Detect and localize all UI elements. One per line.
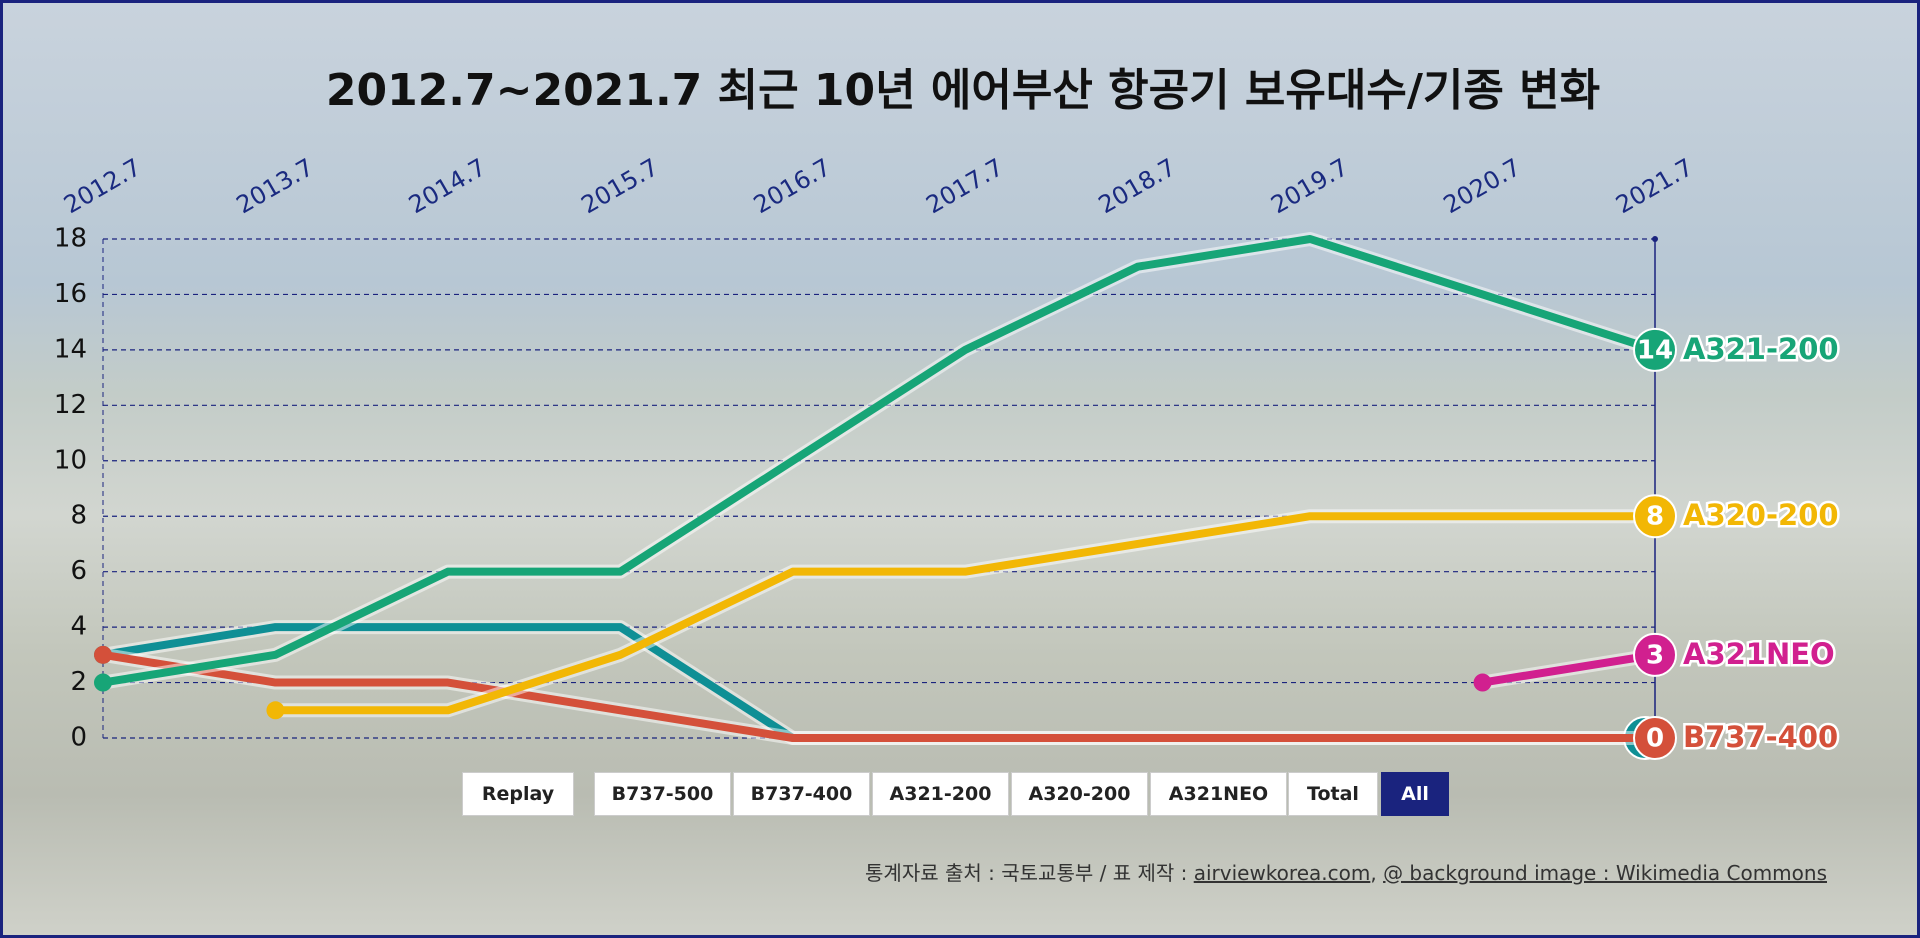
series-line: [99, 235, 1659, 687]
end-label: A321-200: [1683, 332, 1839, 366]
start-dot: [266, 701, 285, 720]
y-tick-label: 8: [70, 501, 87, 531]
y-tick-label: 2: [70, 667, 87, 697]
start-dot: [1473, 673, 1492, 692]
series-line: [271, 512, 1659, 715]
series-button[interactable]: A321-200: [872, 772, 1009, 816]
y-tick-label: 6: [70, 556, 87, 586]
axis-dot: [1652, 236, 1658, 242]
source: 통계자료 출처 : 국토교통부 / 표 제작 :: [865, 861, 1194, 885]
y-tick-label: 14: [54, 334, 87, 364]
series-line: [99, 650, 1659, 742]
x-tick-label: 2015.7: [576, 153, 663, 219]
end-value: 3: [1646, 640, 1664, 670]
x-tick-label: 2016.7: [749, 153, 836, 219]
total-button[interactable]: Total: [1288, 772, 1378, 816]
x-tick-label: 2013.7: [232, 153, 319, 219]
end-value: 0: [1646, 724, 1664, 754]
replay-button[interactable]: Replay: [462, 772, 574, 816]
x-tick-label: 2014.7: [404, 153, 491, 219]
end-label: A321NEO: [1683, 637, 1835, 671]
end-value: 8: [1646, 502, 1664, 532]
link[interactable]: airviewkorea.com: [1193, 861, 1371, 885]
series-button[interactable]: A321NEO: [1150, 772, 1287, 816]
start-dot: [94, 673, 112, 692]
x-tick-label: 2018.7: [1094, 153, 1181, 219]
end-value: 14: [1637, 335, 1673, 365]
end-circle: [1633, 494, 1677, 539]
series-button[interactable]: B737-400: [733, 772, 870, 816]
end-circle: [1633, 632, 1677, 677]
x-tick-label: 2020.7: [1439, 153, 1526, 219]
y-tick-label: 12: [54, 390, 87, 420]
end-circle: [1633, 716, 1677, 760]
x-tick-label: 2017.7: [921, 153, 1008, 219]
x-tick-label: 2021.7: [1611, 153, 1698, 219]
series-line: [1478, 650, 1659, 687]
chart: 2012.7~2021.7 최근 10년 에어부산 항공기 보유대수/기종 변화…: [54, 65, 1841, 760]
link[interactable]: @ background image : Wikimedia Commons: [1383, 861, 1827, 885]
y-tick-label: 16: [54, 279, 87, 309]
x-tick-label: 2012.7: [59, 153, 146, 219]
y-tick-label: 10: [54, 445, 87, 475]
y-tick-label: 18: [54, 224, 87, 254]
separator: ,: [1370, 861, 1384, 885]
y-tick-label: 0: [70, 723, 87, 753]
x-tick-label: 2019.7: [1266, 153, 1353, 219]
start-dot: [94, 645, 112, 664]
all-button[interactable]: All: [1381, 772, 1449, 816]
series-button[interactable]: A320-200: [1011, 772, 1148, 816]
end-label: A320-200: [1683, 498, 1839, 532]
series-button[interactable]: B737-500: [594, 772, 731, 816]
footer: 통계자료 출처 : 국토교통부 / 표 제작 : airviewkorea.co…: [865, 857, 1827, 886]
end-circle: [1633, 327, 1677, 372]
end-label: B737-400: [1683, 720, 1838, 754]
chart-title: 2012.7~2021.7 최근 10년 에어부산 항공기 보유대수/기종 변화: [326, 65, 1600, 116]
y-tick-label: 4: [70, 612, 87, 642]
series-glow: [101, 647, 1655, 745]
